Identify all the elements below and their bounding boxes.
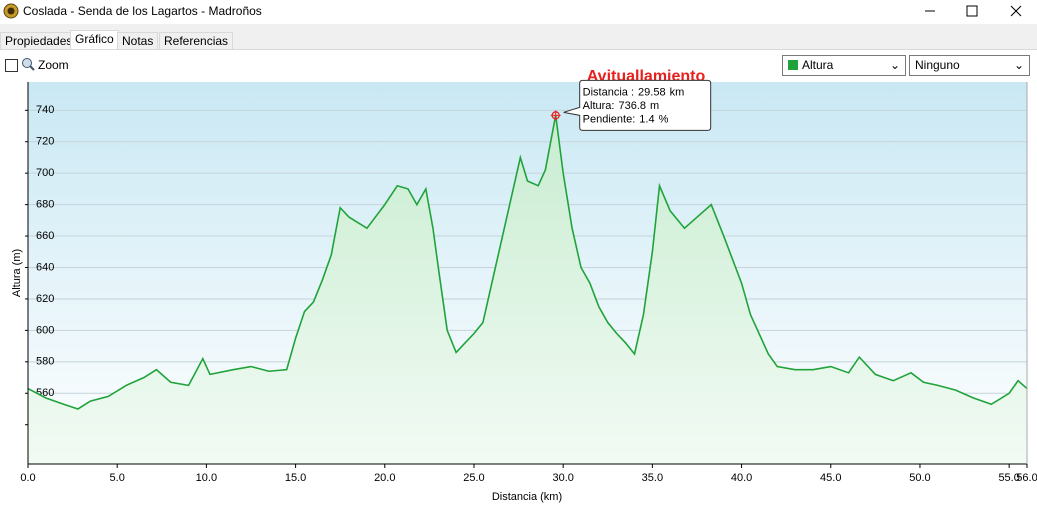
tooltip-label: Altura: bbox=[583, 100, 615, 112]
compare-select-text: Ninguno bbox=[915, 58, 960, 72]
x-tick-label: 25.0 bbox=[463, 472, 484, 484]
window-title: Coslada - Senda de los Lagartos - Madroñ… bbox=[23, 4, 262, 18]
tooltip-label: Pendiente: bbox=[583, 113, 636, 125]
window-controls[interactable] bbox=[900, 0, 1037, 24]
tooltip-value: 29.58 bbox=[638, 86, 666, 98]
y-tick-label: 740 bbox=[36, 104, 54, 116]
x-tick-label: 5.0 bbox=[110, 472, 125, 484]
tab[interactable]: Notas bbox=[117, 32, 159, 50]
app-icon bbox=[3, 3, 19, 19]
y-tick-label: 640 bbox=[36, 261, 54, 273]
x-tick-label: 55.0 bbox=[998, 472, 1019, 484]
y-tick-label: 600 bbox=[36, 324, 54, 336]
title-bar: Coslada - Senda de los Lagartos - Madroñ… bbox=[0, 0, 1037, 24]
x-tick-label: 40.0 bbox=[731, 472, 752, 484]
tab[interactable]: Referencias bbox=[159, 32, 234, 50]
compare-select[interactable]: Ninguno ⌄ bbox=[909, 55, 1030, 76]
y-tick-label: 580 bbox=[36, 356, 54, 368]
y-tick-label: 660 bbox=[36, 230, 54, 242]
y-axis-title: Altura (m) bbox=[11, 249, 23, 297]
zoom-label[interactable]: Zoom bbox=[38, 58, 69, 72]
y-tick-label: 720 bbox=[36, 136, 54, 148]
tooltip-value: 1.4 bbox=[639, 113, 654, 125]
x-tick-label: 45.0 bbox=[820, 472, 841, 484]
zoom-icon bbox=[22, 58, 35, 71]
tooltip-label: Distancia : bbox=[583, 86, 634, 98]
y-tick-label: 700 bbox=[36, 167, 54, 179]
tooltip-line: Pendiente: 1.4% bbox=[583, 113, 669, 125]
checkbox[interactable] bbox=[5, 59, 18, 72]
swatch bbox=[788, 60, 798, 70]
tooltip-unit: % bbox=[659, 113, 669, 125]
y-tick-label: 680 bbox=[36, 199, 54, 211]
tooltip-line: Altura: 736.8 m bbox=[583, 100, 660, 112]
x-axis-title: Distancia (km) bbox=[492, 491, 562, 503]
x-tick-label: 56.0 bbox=[1016, 472, 1037, 484]
tooltip-unit: km bbox=[670, 86, 685, 98]
series-select[interactable]: Altura ⌄ bbox=[782, 55, 906, 76]
x-tick-label: 30.0 bbox=[552, 472, 573, 484]
elevation-line bbox=[27, 115, 1028, 410]
x-tick-label: 35.0 bbox=[642, 472, 663, 484]
area-fill bbox=[28, 115, 1027, 464]
y-tick-label: 620 bbox=[36, 293, 54, 305]
x-tick-label: 20.0 bbox=[374, 472, 395, 484]
tooltip-line: Distancia : 29.58 km bbox=[583, 86, 685, 98]
series-select-text: Altura bbox=[802, 58, 834, 72]
x-tick-label: 15.0 bbox=[285, 472, 306, 484]
tooltip-unit: m bbox=[650, 100, 659, 112]
tooltip-value: 736.8 bbox=[618, 100, 646, 112]
tab[interactable]: Propiedades bbox=[0, 32, 78, 50]
x-tick-label: 0.0 bbox=[20, 472, 35, 484]
tooltip-box bbox=[563, 79, 712, 131]
x-tick-label: 50.0 bbox=[909, 472, 930, 484]
x-tick-label: 10.0 bbox=[196, 472, 217, 484]
